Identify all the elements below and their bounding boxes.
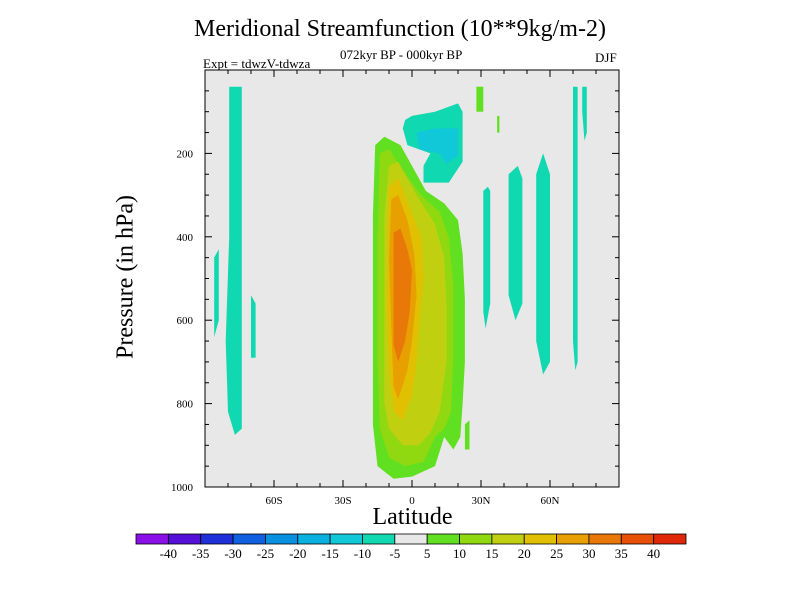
colorbar-label: 10 <box>453 546 466 561</box>
contour-region <box>536 153 550 375</box>
x-tick-label: 30N <box>472 495 491 507</box>
experiment-label: Expt = tdwzV-tdwza <box>203 56 311 71</box>
colorbar-swatch <box>394 533 428 545</box>
chart-subtitle: 072kyr BP - 000kyr BP <box>340 47 463 62</box>
colorbar-swatch <box>362 533 396 545</box>
colorbar-label: -40 <box>160 546 177 561</box>
colorbar-swatch <box>426 533 460 545</box>
colorbar-label: -35 <box>192 546 209 561</box>
contour-region <box>483 186 491 329</box>
colorbar-swatch <box>200 533 234 545</box>
colorbar-label: 5 <box>424 546 431 561</box>
season-label: DJF <box>595 50 617 65</box>
colorbar-swatch <box>265 533 299 545</box>
y-tick-label: 800 <box>177 399 194 411</box>
colorbar-label: -20 <box>289 546 306 561</box>
x-tick-label: 0 <box>409 495 415 507</box>
colorbar-swatch <box>523 533 557 545</box>
colorbar-swatch <box>588 533 622 545</box>
colorbar-swatch <box>329 533 363 545</box>
colorbar-swatch <box>653 533 687 545</box>
colorbar-swatch <box>135 533 169 545</box>
colorbar-label: 40 <box>647 546 660 561</box>
x-tick-label: 30S <box>334 495 351 507</box>
colorbar-label: 35 <box>615 546 628 561</box>
colorbar-swatch <box>297 533 331 545</box>
colorbar-swatch <box>232 533 266 545</box>
contour-region <box>476 86 484 112</box>
colorbar-label: -5 <box>389 546 400 561</box>
contour-region <box>416 128 458 164</box>
colorbar-label: 20 <box>518 546 531 561</box>
contour-region <box>225 86 242 435</box>
contour-region <box>251 295 256 358</box>
chart-title: Meridional Streamfunction (10**9kg/m-2) <box>194 16 606 42</box>
x-axis-label: Latitude <box>372 504 453 530</box>
contour-region <box>497 115 500 133</box>
y-tick-label: 200 <box>177 148 194 160</box>
colorbar-label: -10 <box>354 546 371 561</box>
colorbar-label: 30 <box>582 546 595 561</box>
y-tick-label: 400 <box>177 232 194 244</box>
contour-region <box>582 86 587 141</box>
colorbar-label: 25 <box>550 546 563 561</box>
contour-region <box>214 249 219 337</box>
contour-region <box>508 165 523 321</box>
contour-region <box>464 420 470 450</box>
colorbar-swatch <box>167 533 202 545</box>
y-tick-label: 600 <box>177 315 194 327</box>
y-tick-label: 1000 <box>171 482 194 494</box>
colorbar-label: -30 <box>224 546 241 561</box>
colorbar-label: -25 <box>257 546 274 561</box>
colorbar-label: 15 <box>485 546 498 561</box>
colorbar-swatch <box>459 533 493 545</box>
colorbar-swatch <box>620 533 655 545</box>
contour-region <box>573 86 578 371</box>
x-tick-label: 60N <box>541 495 560 507</box>
x-tick-label: 60S <box>265 495 282 507</box>
colorbar-swatch <box>556 533 590 545</box>
colorbar-label: -15 <box>321 546 338 561</box>
contour-region <box>393 228 412 362</box>
colorbar-swatch <box>491 533 525 545</box>
